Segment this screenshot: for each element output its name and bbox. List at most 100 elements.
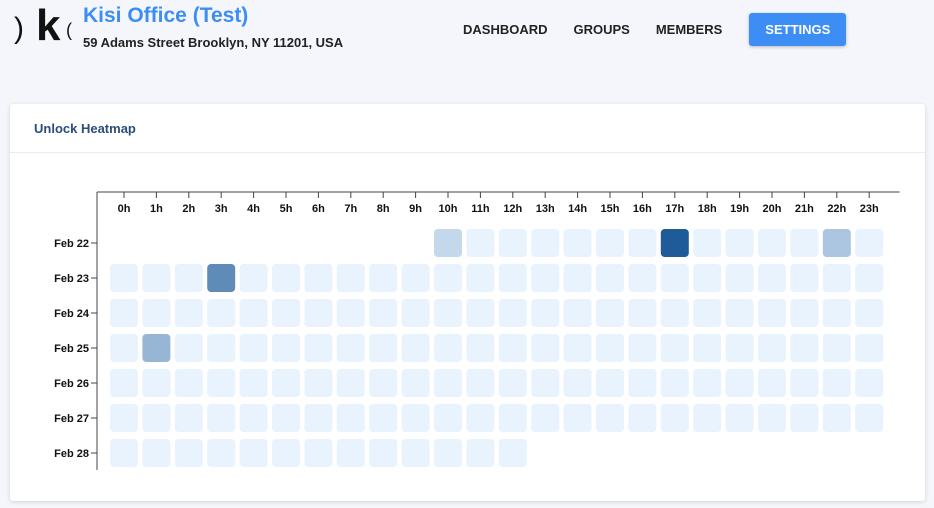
heatmap-cell[interactable] [563,264,592,292]
heatmap-cell[interactable] [401,439,430,467]
heatmap-cell[interactable] [498,229,527,257]
nav-groups[interactable]: GROUPS [573,21,630,37]
heatmap-cell[interactable] [304,439,333,467]
heatmap-cell[interactable] [531,369,560,397]
heatmap-cell[interactable] [142,439,171,467]
heatmap-cell[interactable] [336,264,365,292]
heatmap-cell[interactable] [142,334,171,362]
heatmap-cell[interactable] [563,229,592,257]
heatmap-cell[interactable] [207,264,236,292]
heatmap-cell[interactable] [855,334,884,362]
heatmap-cell[interactable] [466,229,495,257]
heatmap-cell[interactable] [207,299,236,327]
heatmap-cell[interactable] [174,369,203,397]
heatmap-cell[interactable] [822,334,851,362]
heatmap-cell[interactable] [498,264,527,292]
nav-settings[interactable]: SETTINGS [749,12,847,46]
heatmap-cell[interactable] [369,264,398,292]
heatmap-cell[interactable] [531,334,560,362]
heatmap-cell[interactable] [498,404,527,432]
heatmap-cell[interactable] [466,299,495,327]
heatmap-cell[interactable] [660,369,689,397]
heatmap-cell[interactable] [758,404,786,432]
heatmap-cell[interactable] [790,229,819,257]
heatmap-cell[interactable] [401,404,430,432]
heatmap-cell[interactable] [466,439,495,467]
heatmap-cell[interactable] [239,369,268,397]
heatmap-cell[interactable] [531,404,560,432]
heatmap-cell[interactable] [758,369,786,397]
heatmap-cell[interactable] [466,404,495,432]
heatmap-cell[interactable] [336,404,365,432]
heatmap-cell[interactable] [110,439,138,467]
heatmap-cell[interactable] [369,369,398,397]
heatmap-cell[interactable] [790,334,819,362]
heatmap-cell[interactable] [498,369,527,397]
heatmap-cell[interactable] [369,299,398,327]
heatmap-cell[interactable] [174,334,203,362]
heatmap-cell[interactable] [596,229,624,257]
heatmap-cell[interactable] [110,369,138,397]
heatmap-cell[interactable] [142,369,171,397]
heatmap-cell[interactable] [336,439,365,467]
heatmap-cell[interactable] [110,404,138,432]
heatmap-cell[interactable] [855,229,884,257]
heatmap-cell[interactable] [498,439,527,467]
heatmap-cell[interactable] [660,264,689,292]
heatmap-cell[interactable] [758,334,786,362]
heatmap-cell[interactable] [401,334,430,362]
heatmap-cell[interactable] [434,404,462,432]
heatmap-cell[interactable] [434,264,462,292]
nav-dashboard[interactable]: DASHBOARD [463,21,548,37]
heatmap-cell[interactable] [790,264,819,292]
heatmap-cell[interactable] [855,404,884,432]
heatmap-cell[interactable] [725,229,754,257]
heatmap-cell[interactable] [401,264,430,292]
heatmap-cell[interactable] [272,404,300,432]
heatmap-cell[interactable] [110,299,138,327]
heatmap-cell[interactable] [239,264,268,292]
heatmap-cell[interactable] [628,229,657,257]
heatmap-cell[interactable] [822,369,851,397]
heatmap-cell[interactable] [531,264,560,292]
heatmap-cell[interactable] [822,264,851,292]
heatmap-cell[interactable] [563,404,592,432]
heatmap-cell[interactable] [401,299,430,327]
heatmap-cell[interactable] [758,299,786,327]
heatmap-cell[interactable] [725,299,754,327]
heatmap-cell[interactable] [563,299,592,327]
heatmap-cell[interactable] [855,369,884,397]
heatmap-cell[interactable] [304,404,333,432]
heatmap-cell[interactable] [336,334,365,362]
heatmap-cell[interactable] [822,229,851,257]
heatmap-cell[interactable] [369,404,398,432]
heatmap-cell[interactable] [207,369,236,397]
heatmap-cell[interactable] [628,264,657,292]
heatmap-cell[interactable] [822,299,851,327]
heatmap-cell[interactable] [336,299,365,327]
heatmap-cell[interactable] [434,334,462,362]
heatmap-cell[interactable] [498,334,527,362]
heatmap-cell[interactable] [531,299,560,327]
heatmap-cell[interactable] [790,369,819,397]
heatmap-cell[interactable] [628,334,657,362]
heatmap-cell[interactable] [531,229,560,257]
heatmap-cell[interactable] [272,264,300,292]
heatmap-cell[interactable] [628,404,657,432]
heatmap-cell[interactable] [660,229,689,257]
heatmap-cell[interactable] [369,439,398,467]
heatmap-cell[interactable] [239,299,268,327]
heatmap-cell[interactable] [725,334,754,362]
heatmap-cell[interactable] [596,334,624,362]
heatmap-cell[interactable] [822,404,851,432]
heatmap-cell[interactable] [693,299,722,327]
heatmap-cell[interactable] [239,439,268,467]
heatmap-cell[interactable] [272,334,300,362]
heatmap-cell[interactable] [142,299,171,327]
heatmap-cell[interactable] [498,299,527,327]
heatmap-cell[interactable] [563,334,592,362]
heatmap-cell[interactable] [174,264,203,292]
heatmap-cell[interactable] [725,404,754,432]
heatmap-cell[interactable] [207,334,236,362]
heatmap-cell[interactable] [174,439,203,467]
